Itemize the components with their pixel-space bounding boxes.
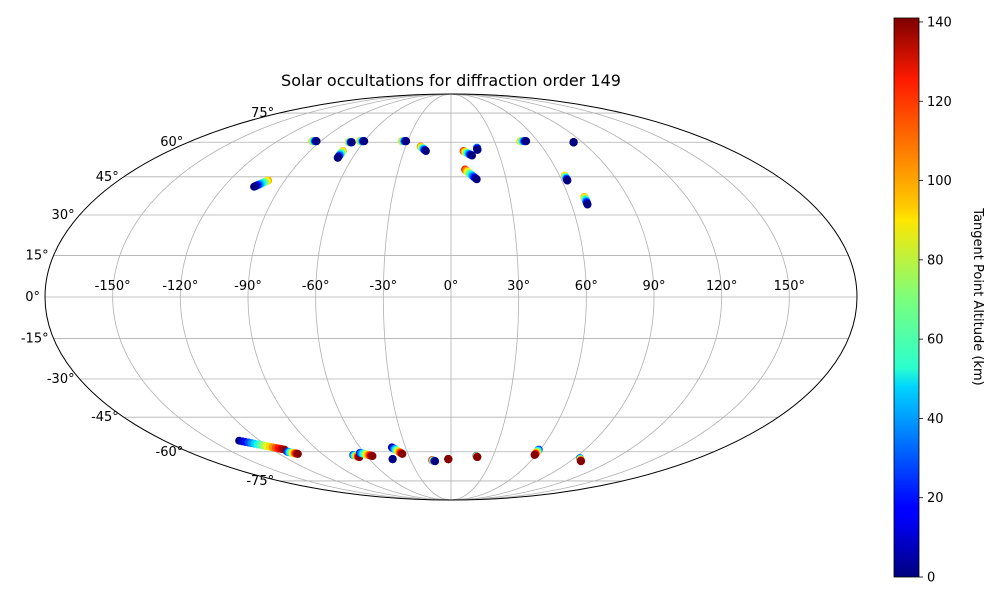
occultation-point xyxy=(530,450,539,459)
lon-tick-label: -30° xyxy=(369,279,397,294)
occultation-point xyxy=(347,138,356,147)
colorbar-label: Tangent Point Altitude (km) xyxy=(970,207,985,385)
lon-tick-label: -90° xyxy=(234,279,262,294)
lat-tick-label: -45° xyxy=(91,410,119,425)
occultation-point xyxy=(421,147,430,156)
colorbar-tick-label: 80 xyxy=(927,253,944,268)
occultation-point xyxy=(473,145,482,154)
lat-tick-label: -15° xyxy=(21,332,49,347)
lat-tick-label: 75° xyxy=(251,106,274,121)
lon-tick-label: 0° xyxy=(444,279,459,294)
graticule xyxy=(45,94,857,500)
lon-gridline xyxy=(450,94,723,500)
lon-gridline xyxy=(450,94,655,500)
colorbar-tick-label: 0 xyxy=(927,571,935,586)
colorbar-tick-label: 120 xyxy=(927,95,952,110)
occultation-point xyxy=(444,455,453,464)
lat-tick-label: -75° xyxy=(246,474,274,489)
occultation-point xyxy=(472,175,481,184)
lon-tick-label: -150° xyxy=(95,279,131,294)
occultation-point xyxy=(569,138,578,147)
lon-gridline xyxy=(450,94,520,500)
occultation-point xyxy=(473,453,482,462)
lat-tick-label: 15° xyxy=(26,248,49,263)
occultation-point xyxy=(431,457,440,466)
latitude-tick-labels: -75° -60° -45° -30° -15° 0° 15° 30° 45° 60° 75° xyxy=(21,106,274,489)
lat-tick-label: 0° xyxy=(25,290,40,305)
occultation-point xyxy=(583,200,592,209)
colorbar-tick-label: 140 xyxy=(927,15,952,30)
occultation-point xyxy=(398,449,407,458)
occultation-point xyxy=(563,176,572,185)
occultation-point xyxy=(368,452,377,461)
occultation-point xyxy=(250,182,259,191)
occultation-point xyxy=(402,137,411,146)
lon-gridline xyxy=(450,94,790,500)
lat-tick-label: 45° xyxy=(96,170,119,185)
occultation-point xyxy=(468,151,477,160)
lon-tick-label: 120° xyxy=(706,279,737,294)
occultation-point xyxy=(333,153,342,162)
colorbar-tick-label: 60 xyxy=(927,333,944,348)
lon-tick-label: -120° xyxy=(162,279,198,294)
lon-tick-label: 150° xyxy=(774,279,805,294)
lon-tick-label: 30° xyxy=(507,279,530,294)
occultation-point xyxy=(360,137,369,146)
map-outline xyxy=(44,93,858,501)
lon-tick-label: 90° xyxy=(642,279,665,294)
lon-tick-label: 60° xyxy=(575,279,598,294)
lat-tick-label: 30° xyxy=(52,208,75,223)
occultation-point xyxy=(388,455,397,464)
colorbar-ticks: 0 20 40 60 80 100 120 140 xyxy=(919,15,952,586)
lon-gridline xyxy=(112,94,452,500)
chart-title: Solar occultations for diffraction order… xyxy=(281,71,621,90)
longitude-tick-labels: -150° -120° -90° -60° -30° 0° 30° 60° 90° 120° 150… xyxy=(95,279,805,294)
colorbar: 0 20 40 60 80 100 120 140 Tangent Point Altitud… xyxy=(893,15,985,586)
colorbar-gradient xyxy=(893,17,920,578)
occultation-point xyxy=(576,457,585,466)
occultation-point xyxy=(312,137,321,146)
lat-tick-label: 60° xyxy=(160,135,183,150)
data-points xyxy=(235,137,592,466)
colorbar-tick-label: 100 xyxy=(927,174,952,189)
colorbar-tick-label: 40 xyxy=(927,412,944,427)
lat-tick-label: -30° xyxy=(47,372,75,387)
lon-tick-label: -60° xyxy=(302,279,330,294)
occultation-point xyxy=(293,449,302,458)
colorbar-tick-label: 20 xyxy=(927,491,944,506)
occultation-point xyxy=(522,137,531,146)
lat-tick-label: -60° xyxy=(156,445,184,460)
